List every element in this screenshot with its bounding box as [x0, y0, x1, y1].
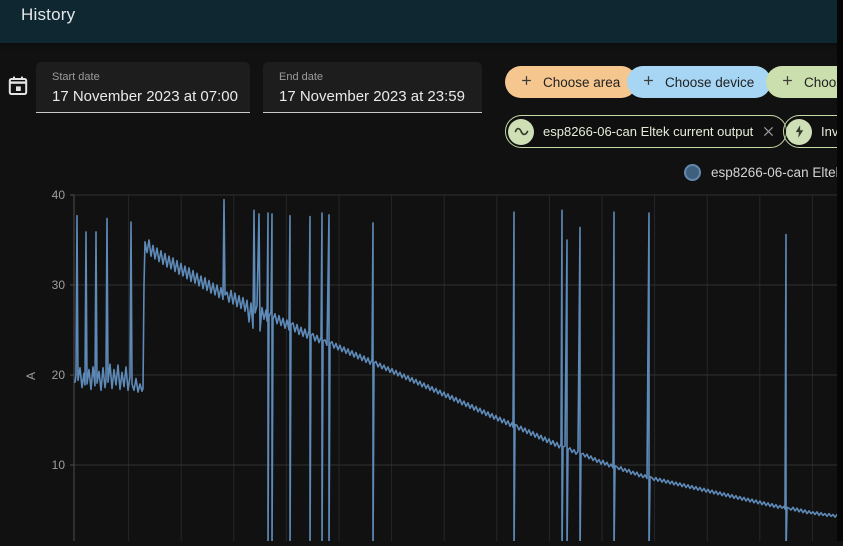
- entity-chip-eltek-current[interactable]: esp8266-06-can Eltek current output: [505, 115, 788, 148]
- chip-close-icon[interactable]: [762, 125, 775, 138]
- page-title: History: [21, 5, 76, 24]
- legend-item[interactable]: esp8266-06-can Eltek current output: [684, 163, 843, 182]
- start-date-label: Start date: [52, 71, 100, 83]
- y-tick-label: 10: [52, 458, 66, 472]
- choose-device-button[interactable]: Choose device: [627, 66, 772, 98]
- choose-entity-button[interactable]: Choose entity: [766, 66, 843, 98]
- app-header: History: [0, 0, 843, 43]
- legend-label: esp8266-06-can Eltek current output: [711, 165, 843, 180]
- entity-chip-label: esp8266-06-can Eltek current output: [543, 124, 754, 139]
- end-date-value: 17 November 2023 at 23:59: [279, 88, 465, 105]
- flash-icon: [786, 118, 812, 145]
- choose-entity-label: Choose entity: [804, 74, 843, 90]
- choose-area-label: Choose area: [543, 74, 621, 90]
- series-line: [74, 198, 843, 546]
- plus-icon: [519, 73, 534, 91]
- y-tick-label: 40: [52, 188, 66, 202]
- calendar-button[interactable]: [5, 74, 31, 100]
- start-date-value: 17 November 2023 at 07:00: [52, 88, 238, 105]
- y-tick-label: 20: [52, 368, 66, 382]
- y-axis-label: A: [24, 371, 39, 381]
- y-tick-label: 30: [52, 278, 66, 292]
- plus-icon: [780, 73, 795, 91]
- plus-icon: [641, 73, 656, 91]
- start-date-field[interactable]: Start date 17 November 2023 at 07:00: [36, 62, 250, 113]
- legend-dot: [684, 164, 701, 181]
- choose-area-button[interactable]: Choose area: [505, 66, 638, 98]
- end-date-field[interactable]: End date 17 November 2023 at 23:59: [263, 62, 482, 113]
- current-ac-icon: [508, 118, 534, 145]
- scrollbar-track[interactable]: [837, 0, 843, 541]
- choose-device-label: Choose device: [665, 74, 755, 90]
- end-date-label: End date: [279, 71, 324, 83]
- calendar-icon: [6, 76, 30, 101]
